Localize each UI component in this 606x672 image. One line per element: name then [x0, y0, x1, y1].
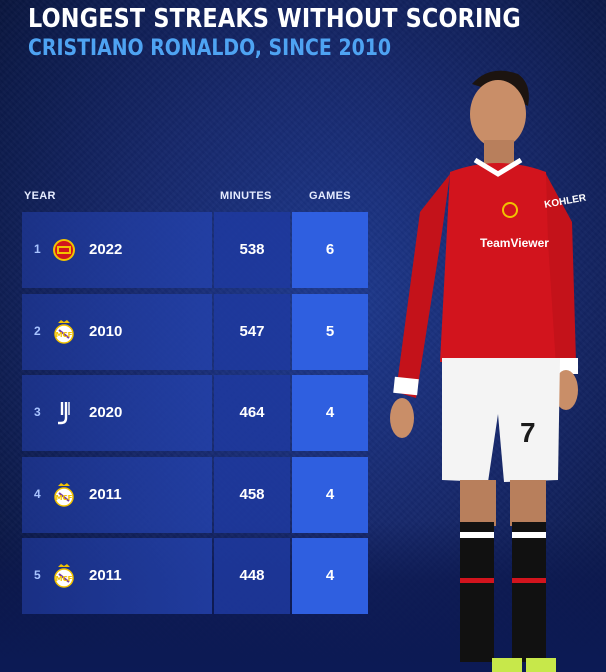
year-value: 2011 [89, 567, 122, 584]
games-cell: 6 [292, 212, 368, 288]
minutes-cell: 538 [214, 212, 290, 288]
rank-number: 3 [34, 405, 41, 419]
year-cell: 2 MCF 2010 [22, 294, 212, 370]
table-row: 2 MCF 2010 547 5 [22, 294, 368, 370]
svg-text:MCF: MCF [56, 494, 73, 502]
rank-number: 4 [34, 487, 41, 501]
svg-text:MCF: MCF [56, 575, 73, 583]
table-row: 1 2022 538 6 [22, 212, 368, 288]
games-value: 4 [325, 486, 335, 503]
player-illustration: TeamViewer KOHLER 7 [390, 70, 588, 672]
year-cell: 4 MCF 2011 [22, 457, 212, 533]
juventus-crest-icon [52, 400, 76, 426]
rank-number: 1 [34, 242, 41, 256]
year-cell: 3 2020 [22, 375, 212, 451]
column-header-minutes: MINUTES [220, 190, 272, 202]
minutes-value: 464 [239, 404, 265, 421]
year-value: 2020 [89, 404, 123, 421]
year-value: 2022 [89, 241, 123, 258]
column-header-year: YEAR [24, 190, 56, 202]
real-madrid-crest-icon: MCF [52, 482, 76, 508]
games-cell: 4 [292, 375, 368, 451]
minutes-value: 538 [239, 241, 265, 258]
year-cell: 5 MCF 2011 [22, 538, 212, 614]
games-value: 6 [325, 241, 335, 258]
minutes-cell: 464 [214, 375, 290, 451]
real-madrid-crest-icon: MCF [52, 563, 76, 589]
minutes-cell: 448 [214, 538, 290, 614]
page-title: LONGEST STREAKS WITHOUT SCORING [28, 4, 521, 34]
shorts-number-text: 7 [520, 417, 536, 448]
manchester-united-crest-icon [52, 237, 76, 263]
games-cell: 4 [292, 538, 368, 614]
shirt-sponsor-text: TeamViewer [480, 236, 549, 250]
minutes-value: 448 [239, 567, 265, 584]
minutes-cell: 458 [214, 457, 290, 533]
year-value: 2011 [89, 486, 122, 503]
column-header-games: GAMES [309, 190, 351, 202]
games-cell: 5 [292, 294, 368, 370]
games-value: 5 [325, 323, 335, 340]
year-value: 2010 [89, 323, 123, 340]
rank-number: 5 [34, 568, 41, 582]
games-cell: 4 [292, 457, 368, 533]
games-value: 4 [325, 404, 335, 421]
table-row: 5 MCF 2011 448 4 [22, 538, 368, 614]
year-cell: 1 2022 [22, 212, 212, 288]
real-madrid-crest-icon: MCF [52, 319, 76, 345]
svg-text:MCF: MCF [56, 331, 73, 339]
table-row: 4 MCF 2011 458 4 [22, 457, 368, 533]
rank-number: 2 [34, 324, 41, 338]
page-subtitle: CRISTIANO RONALDO, SINCE 2010 [28, 36, 392, 61]
minutes-value: 458 [239, 486, 265, 503]
table-row: 3 2020 464 4 [22, 375, 368, 451]
minutes-cell: 547 [214, 294, 290, 370]
minutes-value: 547 [239, 323, 265, 340]
games-value: 4 [325, 567, 335, 584]
